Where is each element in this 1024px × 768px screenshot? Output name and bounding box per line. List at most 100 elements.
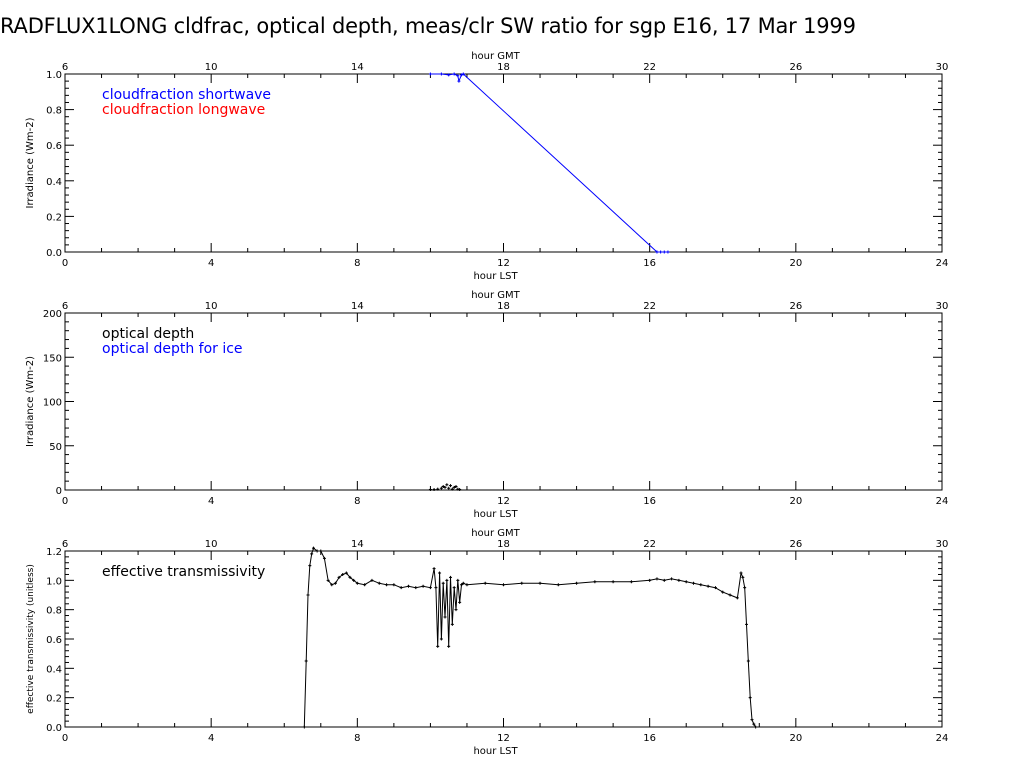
data-point [721, 590, 725, 594]
data-point [439, 486, 443, 490]
data-point [575, 581, 579, 585]
x2-tick-label: 14 [351, 539, 364, 550]
data-point [483, 581, 487, 585]
x2-tick-label: 6 [62, 62, 68, 73]
x-tick-label: 24 [936, 733, 949, 744]
y-tick-label: 0.8 [46, 606, 62, 617]
data-point [308, 564, 312, 568]
data-point [304, 659, 308, 663]
data-point [436, 487, 440, 491]
x2-tick-label: 14 [351, 301, 364, 312]
data-point [385, 583, 389, 587]
data-point [302, 725, 306, 729]
data-point [445, 578, 449, 582]
x2-tick-label: 10 [205, 301, 218, 312]
y-tick-label: 1.0 [46, 576, 62, 587]
x-tick-label: 0 [62, 733, 68, 744]
data-point [629, 580, 633, 584]
data-point [432, 488, 436, 492]
data-point [666, 250, 670, 254]
y-tick-label: 1.2 [46, 547, 62, 558]
data-point [456, 74, 460, 78]
x2-tick-label: 30 [936, 301, 949, 312]
x2-tick-label: 22 [643, 62, 656, 73]
x-tick-label: 16 [643, 258, 656, 269]
data-point [306, 593, 310, 597]
x2-tick-label: 10 [205, 539, 218, 550]
x-tick-label: 24 [936, 258, 949, 269]
x-tick-label: 20 [789, 496, 802, 507]
x2-tick-label: 18 [497, 301, 510, 312]
y-tick-label: 0.0 [46, 723, 62, 734]
data-point [319, 549, 323, 553]
data-point [538, 581, 542, 585]
data-point [315, 549, 319, 553]
data-point [655, 577, 659, 581]
y-tick-label: 0.2 [46, 212, 62, 223]
x2-tick-label: 6 [62, 301, 68, 312]
series-line [303, 547, 757, 728]
x-tick-label: 20 [789, 258, 802, 269]
y-tick-label: 0.2 [46, 694, 62, 705]
series-line [430, 73, 668, 253]
data-point [363, 583, 367, 587]
data-point [337, 575, 341, 579]
data-point [699, 583, 703, 587]
data-point [752, 722, 756, 726]
x2-tick-label: 26 [789, 539, 802, 550]
legend-entry: optical depth [102, 326, 194, 342]
x-tick-label: 4 [208, 496, 214, 507]
plot-frame [64, 312, 943, 491]
data-point [414, 586, 418, 590]
data-point [445, 483, 449, 487]
data-point [443, 615, 447, 619]
data-point [662, 578, 666, 582]
data-point [441, 484, 445, 488]
data-point [344, 571, 348, 575]
x-tick-label: 16 [643, 733, 656, 744]
x2-tick-label: 26 [789, 62, 802, 73]
data-point [447, 73, 451, 77]
data-point [439, 637, 443, 641]
data-point [520, 581, 524, 585]
x2-tick-label: 26 [789, 301, 802, 312]
data-point [428, 586, 432, 590]
panel-1: 0 4 8 12 16 20 24 6 10 14 18 22 26 30 hour LST hour GMT… [25, 51, 948, 282]
data-point [457, 79, 461, 83]
data-point [421, 584, 425, 588]
data-point [330, 583, 334, 587]
data-point [456, 578, 460, 582]
data-point [377, 581, 381, 585]
data-point [348, 575, 352, 579]
legend-entry: effective transmissivity [102, 564, 265, 580]
x-axis-label: hour LST [473, 746, 518, 757]
x-tick-label: 0 [62, 258, 68, 269]
data-point [459, 73, 463, 77]
y-tick-label: 0.4 [46, 664, 62, 675]
data-point [735, 596, 739, 600]
y-axis-label: effective transmissivity (unitless) [26, 564, 36, 714]
data-point [465, 583, 469, 587]
data-point [750, 718, 754, 722]
data-point [428, 72, 432, 76]
data-point [322, 556, 326, 560]
data-point [355, 581, 359, 585]
y-tick-label: 0.4 [46, 177, 62, 188]
data-point [593, 580, 597, 584]
data-point [406, 584, 410, 588]
y-tick-label: 200 [43, 309, 62, 320]
y-tick-label: 50 [49, 442, 62, 453]
x2-tick-label: 14 [351, 62, 364, 73]
data-point [692, 581, 696, 585]
legend-entry: optical depth for ice [102, 341, 243, 357]
data-point [655, 250, 659, 254]
data-point [454, 608, 458, 612]
x-tick-label: 4 [208, 733, 214, 744]
x-tick-label: 8 [354, 258, 360, 269]
data-point [461, 581, 465, 585]
y-axis-label: Irradiance (Wm-2) [25, 117, 36, 208]
y-tick-label: 0.6 [46, 141, 62, 152]
data-point [648, 578, 652, 582]
x-axis-label: hour LST [473, 509, 518, 520]
